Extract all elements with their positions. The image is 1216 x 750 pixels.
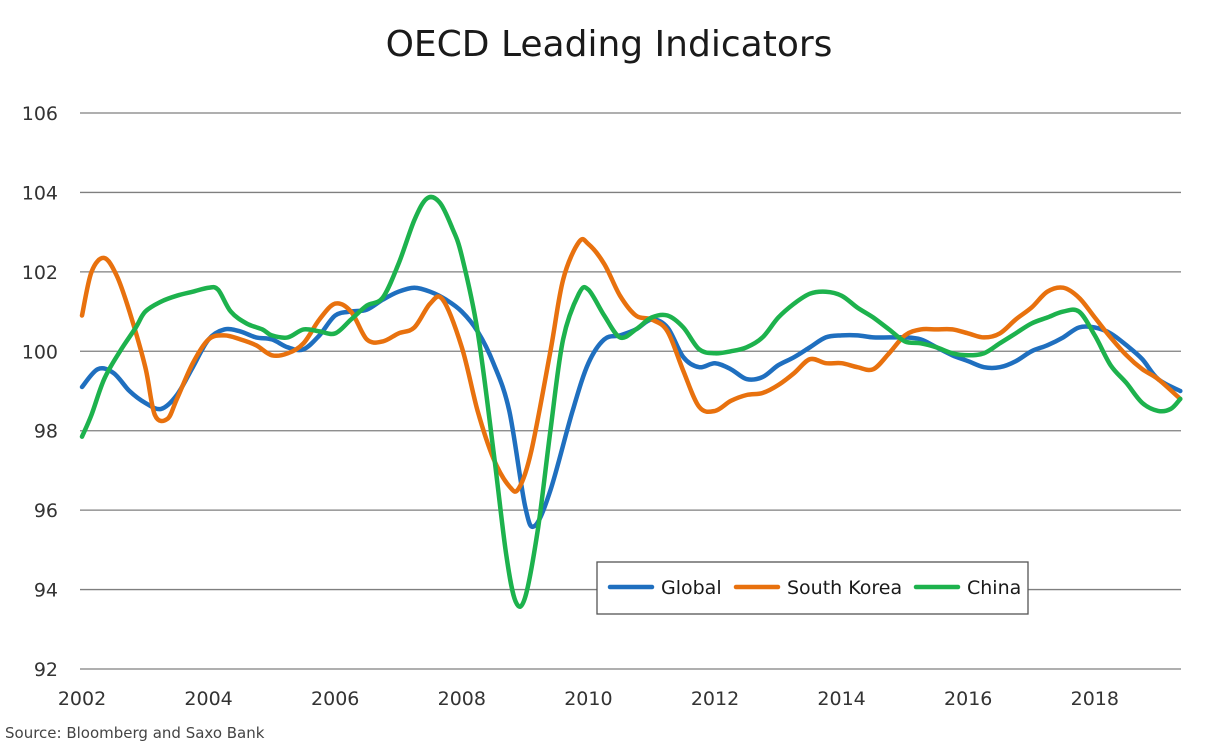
legend-label-china: China [967,577,1021,599]
x-tick-label: 2014 [817,688,865,710]
y-tick-label: 92 [34,659,58,681]
legend: Global South Korea China [596,561,1029,615]
x-tick-label: 2004 [184,688,232,710]
y-axis-ticks: 92 94 96 98 100 102 104 106 [22,103,58,681]
x-tick-label: 2006 [311,688,359,710]
chart-title: OECD Leading Indicators [386,24,833,65]
y-tick-label: 102 [22,262,58,284]
series-line-china [79,194,1183,609]
x-tick-label: 2018 [1071,688,1119,710]
y-tick-label: 104 [22,182,58,204]
y-tick-label: 94 [34,580,58,602]
x-tick-label: 2002 [58,688,106,710]
series-line-south-korea [79,236,1183,494]
x-tick-label: 2012 [691,688,739,710]
source-note: Source: Bloomberg and Saxo Bank [5,724,265,742]
y-tick-label: 96 [34,500,58,522]
y-tick-label: 100 [22,341,58,363]
legend-label-south-korea: South Korea [787,577,902,599]
x-tick-label: 2010 [564,688,612,710]
legend-label-global: Global [661,577,722,599]
x-axis-ticks: 2002 2004 2006 2008 2010 2012 2014 2016 2018 [58,688,1119,710]
x-tick-label: 2016 [944,688,992,710]
x-tick-label: 2008 [438,688,486,710]
series-lines [79,194,1183,609]
y-tick-label: 98 [34,421,58,443]
series-line-global [79,285,1183,529]
y-tick-label: 106 [22,103,58,125]
